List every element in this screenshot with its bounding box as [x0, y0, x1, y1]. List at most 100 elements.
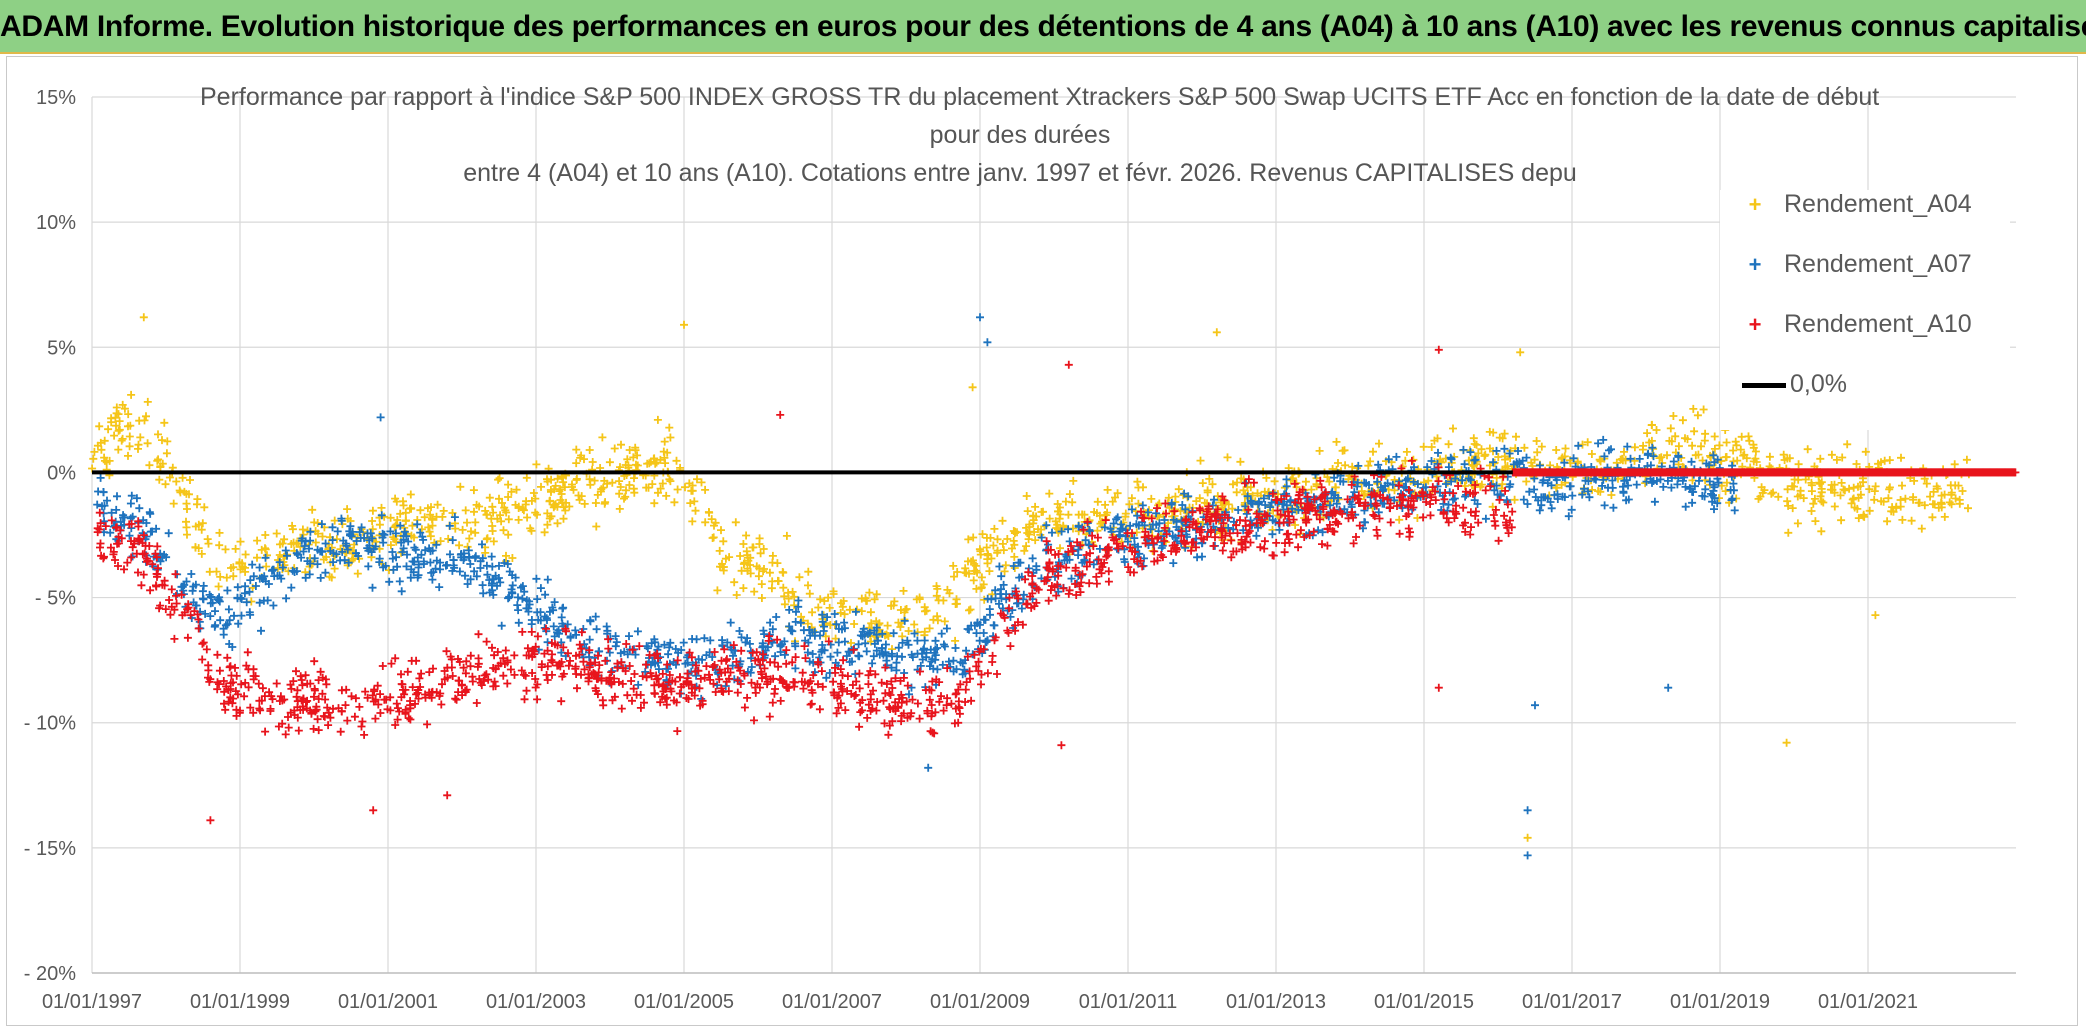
point-rendement-a07 — [990, 621, 999, 630]
point-rendement-a10 — [171, 570, 180, 579]
point-rendement-a10 — [224, 697, 233, 706]
point-rendement-a10 — [223, 653, 232, 662]
point-rendement-a10 — [888, 684, 897, 692]
point-rendement-a04 — [111, 413, 120, 422]
point-rendement-a07 — [300, 542, 309, 550]
point-rendement-a10 — [1054, 550, 1063, 558]
point-rendement-a10 — [1024, 568, 1033, 577]
point-rendement-a10 — [474, 630, 483, 639]
point-rendement-a10 — [95, 508, 104, 517]
point-rendement-a10 — [1431, 487, 1439, 496]
point-rendement-a10 — [1014, 618, 1022, 627]
point-rendement-a04 — [1552, 483, 1561, 492]
point-rendement-a04 — [1516, 348, 1525, 357]
point-rendement-a10 — [246, 703, 255, 712]
point-rendement-a10 — [1048, 567, 1057, 576]
point-rendement-a07 — [348, 527, 357, 536]
point-rendement-a07 — [397, 587, 406, 596]
point-rendement-a10 — [1318, 492, 1327, 501]
point-rendement-a07 — [1624, 495, 1633, 504]
point-rendement-a07 — [388, 554, 397, 563]
point-rendement-a10 — [1444, 518, 1453, 527]
point-rendement-a04 — [784, 594, 793, 603]
point-rendement-a04 — [1898, 515, 1907, 524]
point-rendement-a07 — [418, 532, 427, 541]
point-rendement-a07 — [1656, 475, 1665, 484]
point-rendement-a10 — [1071, 580, 1080, 588]
point-rendement-a10 — [202, 645, 211, 654]
point-rendement-a04 — [790, 601, 799, 610]
point-rendement-a07 — [445, 521, 454, 530]
point-rendement-a04 — [562, 498, 570, 507]
point-rendement-a04 — [553, 474, 562, 483]
point-rendement-a04 — [1069, 476, 1078, 485]
point-rendement-a04 — [512, 485, 521, 494]
point-rendement-a10 — [324, 721, 333, 730]
point-rendement-a10 — [1269, 551, 1278, 560]
point-rendement-a10 — [963, 652, 972, 661]
point-rendement-a04 — [1065, 490, 1074, 499]
point-rendement-a07 — [476, 564, 485, 572]
point-rendement-a04 — [561, 506, 570, 515]
point-rendement-a07 — [398, 548, 407, 556]
point-rendement-a04 — [182, 523, 191, 532]
point-rendement-a10 — [943, 694, 952, 703]
point-rendement-a07 — [413, 553, 422, 562]
point-rendement-a10 — [763, 677, 772, 686]
point-rendement-a07 — [671, 645, 680, 653]
point-rendement-a10 — [130, 539, 139, 548]
point-rendement-a04 — [100, 453, 109, 462]
point-rendement-a10 — [153, 542, 162, 551]
point-rendement-a10 — [1170, 541, 1179, 550]
point-rendement-a10 — [96, 543, 104, 552]
point-rendement-a10 — [137, 581, 146, 590]
point-rendement-a07 — [873, 636, 882, 645]
point-rendement-a10 — [1343, 495, 1352, 504]
point-rendement-a07 — [1444, 463, 1453, 472]
point-rendement-a10 — [856, 698, 865, 707]
point-rendement-a07 — [1234, 506, 1243, 514]
point-rendement-a04 — [180, 487, 189, 496]
point-rendement-a04 — [1951, 481, 1960, 490]
point-rendement-a10 — [627, 677, 636, 685]
point-rendement-a07 — [205, 590, 214, 599]
point-rendement-a04 — [1880, 456, 1889, 465]
point-rendement-a04 — [143, 439, 152, 448]
point-rendement-a07 — [518, 594, 527, 603]
point-rendement-a10 — [855, 684, 864, 693]
point-rendement-a04 — [1101, 500, 1110, 509]
point-rendement-a10 — [1360, 501, 1368, 510]
point-rendement-a10 — [1370, 512, 1379, 521]
point-rendement-a04 — [1752, 458, 1761, 466]
point-rendement-a04 — [428, 521, 437, 530]
point-rendement-a04 — [681, 483, 689, 492]
point-rendement-a07 — [201, 609, 210, 618]
point-rendement-a10 — [925, 695, 934, 704]
point-rendement-a04 — [616, 483, 625, 491]
point-rendement-a10 — [520, 695, 529, 704]
point-rendement-a07 — [1459, 445, 1468, 454]
point-rendement-a10 — [818, 682, 827, 691]
point-rendement-a07 — [842, 652, 851, 660]
point-rendement-a10 — [194, 624, 203, 633]
point-rendement-a04 — [780, 600, 789, 609]
point-rendement-a07 — [1600, 501, 1609, 510]
point-rendement-a07 — [611, 632, 620, 641]
point-rendement-a07 — [1374, 460, 1383, 469]
point-rendement-a04 — [136, 433, 145, 442]
point-rendement-a10 — [1481, 486, 1490, 495]
point-rendement-a04 — [497, 517, 506, 526]
point-rendement-a04 — [1522, 477, 1531, 486]
point-rendement-a07 — [214, 596, 223, 605]
point-rendement-a04 — [837, 599, 845, 608]
point-rendement-a07 — [306, 559, 315, 568]
point-rendement-a10 — [547, 639, 556, 647]
point-rendement-a10 — [847, 689, 856, 698]
point-rendement-a10 — [1450, 514, 1459, 523]
point-rendement-a07 — [478, 581, 487, 590]
point-rendement-a04 — [1460, 482, 1469, 490]
point-rendement-a10 — [622, 640, 631, 648]
point-rendement-a10 — [522, 651, 531, 660]
point-rendement-a10 — [1212, 510, 1221, 519]
point-rendement-a10 — [1316, 476, 1325, 485]
